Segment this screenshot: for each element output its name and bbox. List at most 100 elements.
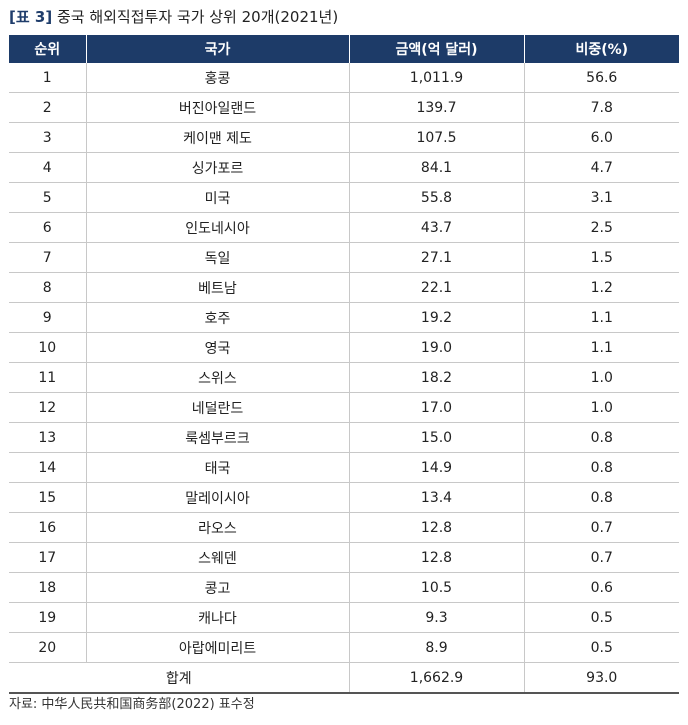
cell-country: 말레이시아 xyxy=(85,482,350,513)
cell-share: 0.7 xyxy=(523,542,679,573)
cell-amount: 1,011.9 xyxy=(348,63,525,93)
cell-country: 미국 xyxy=(85,182,350,213)
cell-share: 0.8 xyxy=(523,452,679,483)
total-share: 93.0 xyxy=(523,662,679,694)
cell-amount: 139.7 xyxy=(348,92,525,123)
table-row: 7 독일 27.1 1.5 xyxy=(9,242,679,273)
cell-country: 캐나다 xyxy=(85,602,350,633)
cell-rank: 2 xyxy=(9,92,87,123)
cell-amount: 107.5 xyxy=(348,122,525,153)
cell-rank: 4 xyxy=(9,152,87,183)
cell-share: 1.1 xyxy=(523,332,679,363)
table-row: 6 인도네시아 43.7 2.5 xyxy=(9,212,679,243)
table-row: 14 태국 14.9 0.8 xyxy=(9,452,679,483)
cell-share: 2.5 xyxy=(523,212,679,243)
cell-country: 라오스 xyxy=(85,512,350,543)
table-row: 4 싱가포르 84.1 4.7 xyxy=(9,152,679,183)
table-row: 16 라오스 12.8 0.7 xyxy=(9,512,679,543)
cell-rank: 15 xyxy=(9,482,87,513)
cell-amount: 10.5 xyxy=(348,572,525,603)
cell-country: 싱가포르 xyxy=(85,152,350,183)
table-row: 9 호주 19.2 1.1 xyxy=(9,302,679,333)
table-row: 10 영국 19.0 1.1 xyxy=(9,332,679,363)
cell-country: 독일 xyxy=(85,242,350,273)
cell-amount: 15.0 xyxy=(348,422,525,453)
table-row: 11 스위스 18.2 1.0 xyxy=(9,362,679,393)
cell-country: 베트남 xyxy=(85,272,350,303)
cell-rank: 16 xyxy=(9,512,87,543)
cell-amount: 22.1 xyxy=(348,272,525,303)
cell-rank: 19 xyxy=(9,602,87,633)
cell-amount: 19.0 xyxy=(348,332,525,363)
cell-amount: 18.2 xyxy=(348,362,525,393)
cell-share: 0.5 xyxy=(523,632,679,663)
table-row: 20 아랍에미리트 8.9 0.5 xyxy=(9,632,679,663)
cell-rank: 14 xyxy=(9,452,87,483)
cell-rank: 7 xyxy=(9,242,87,273)
cell-amount: 9.3 xyxy=(348,602,525,633)
cell-amount: 55.8 xyxy=(348,182,525,213)
cell-country: 룩셈부르크 xyxy=(85,422,350,453)
cell-rank: 5 xyxy=(9,182,87,213)
table-row: 12 네덜란드 17.0 1.0 xyxy=(9,392,679,423)
table-row: 13 룩셈부르크 15.0 0.8 xyxy=(9,422,679,453)
cell-amount: 12.8 xyxy=(348,512,525,543)
cell-share: 7.8 xyxy=(523,92,679,123)
cell-amount: 43.7 xyxy=(348,212,525,243)
cell-rank: 17 xyxy=(9,542,87,573)
cell-country: 인도네시아 xyxy=(85,212,350,243)
cell-share: 0.8 xyxy=(523,482,679,513)
cell-share: 1.2 xyxy=(523,272,679,303)
cell-share: 0.7 xyxy=(523,512,679,543)
cell-country: 영국 xyxy=(85,332,350,363)
cell-share: 3.1 xyxy=(523,182,679,213)
header-amount: 금액(억 달러) xyxy=(348,35,525,63)
cell-share: 4.7 xyxy=(523,152,679,183)
table-row: 17 스웨덴 12.8 0.7 xyxy=(9,542,679,573)
cell-amount: 14.9 xyxy=(348,452,525,483)
cell-share: 6.0 xyxy=(523,122,679,153)
cell-share: 1.0 xyxy=(523,392,679,423)
header-share: 비중(%) xyxy=(523,35,679,63)
cell-rank: 1 xyxy=(9,63,87,93)
cell-rank: 6 xyxy=(9,212,87,243)
cell-rank: 12 xyxy=(9,392,87,423)
cell-amount: 8.9 xyxy=(348,632,525,663)
total-amount: 1,662.9 xyxy=(348,662,525,694)
table-row: 8 베트남 22.1 1.2 xyxy=(9,272,679,303)
cell-amount: 27.1 xyxy=(348,242,525,273)
cell-country: 태국 xyxy=(85,452,350,483)
cell-country: 호주 xyxy=(85,302,350,333)
cell-amount: 12.8 xyxy=(348,542,525,573)
cell-rank: 11 xyxy=(9,362,87,393)
cell-share: 1.5 xyxy=(523,242,679,273)
table-row: 3 케이맨 제도 107.5 6.0 xyxy=(9,122,679,153)
cell-rank: 3 xyxy=(9,122,87,153)
cell-share: 0.8 xyxy=(523,422,679,453)
cell-share: 56.6 xyxy=(523,63,679,93)
cell-country: 케이맨 제도 xyxy=(85,122,350,153)
table-number: [표 3] xyxy=(9,8,53,26)
cell-share: 0.5 xyxy=(523,602,679,633)
table-row: 19 캐나다 9.3 0.5 xyxy=(9,602,679,633)
cell-rank: 18 xyxy=(9,572,87,603)
cell-amount: 84.1 xyxy=(348,152,525,183)
header-country: 국가 xyxy=(85,35,350,63)
table-body: 1 홍콩 1,011.9 56.6 2 버진아일랜드 139.7 7.8 3 케이맨 제도 107.… xyxy=(9,63,679,694)
cell-country: 네덜란드 xyxy=(85,392,350,423)
cell-rank: 13 xyxy=(9,422,87,453)
source-note: 자료: 中华人民共和国商务部(2022) 표수정 xyxy=(9,697,255,712)
cell-share: 1.0 xyxy=(523,362,679,393)
table-row: 5 미국 55.8 3.1 xyxy=(9,182,679,213)
table-row: 15 말레이시아 13.4 0.8 xyxy=(9,482,679,513)
cell-rank: 10 xyxy=(9,332,87,363)
total-label: 합계 xyxy=(9,662,350,694)
cell-country: 버진아일랜드 xyxy=(85,92,350,123)
investment-table: 순위 국가 금액(억 달러) 비중(%) 1 홍콩 1,011.9 56.6 2 버진아일… xyxy=(9,35,679,694)
cell-country: 콩고 xyxy=(85,572,350,603)
header-rank: 순위 xyxy=(9,35,87,63)
header-row: 순위 국가 금액(억 달러) 비중(%) xyxy=(9,35,679,63)
cell-country: 홍콩 xyxy=(85,63,350,93)
cell-rank: 20 xyxy=(9,632,87,663)
cell-rank: 9 xyxy=(9,302,87,333)
